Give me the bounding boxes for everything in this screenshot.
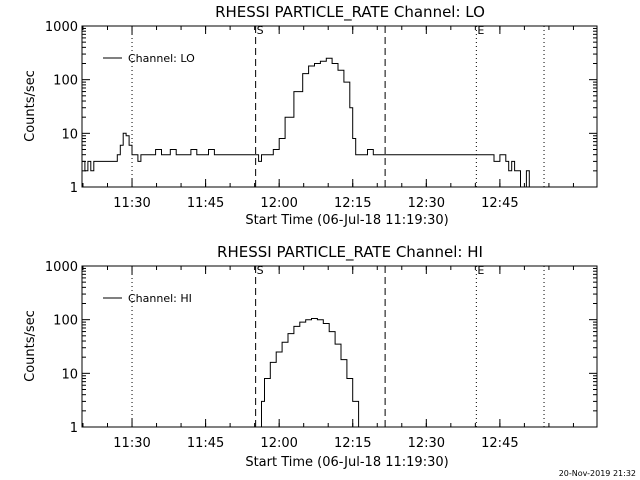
chart-panel-lo: RHESSI PARTICLE_RATE Channel: LO 1101001… bbox=[23, 3, 598, 228]
x-tick-label: 11:45 bbox=[187, 196, 224, 211]
event-marker-label: S bbox=[257, 264, 264, 277]
series-line bbox=[258, 318, 360, 428]
plot-frame bbox=[81, 265, 598, 428]
x-tick-label: 12:15 bbox=[334, 196, 371, 211]
x-tick-label: 12:00 bbox=[260, 436, 297, 451]
x-tick-label: 12:30 bbox=[408, 436, 445, 451]
x-tick-label: 12:45 bbox=[481, 196, 518, 211]
x-tick-label: 12:45 bbox=[481, 436, 518, 451]
chart-title: RHESSI PARTICLE_RATE Channel: HI bbox=[217, 243, 483, 262]
x-tick-label: 11:30 bbox=[113, 196, 150, 211]
y-tick-label: 100 bbox=[53, 314, 78, 329]
x-axis: 11:30 11:45 12:00 12:15 12:30 12:45 bbox=[82, 266, 574, 451]
y-tick-label: 10 bbox=[61, 127, 78, 142]
series-line bbox=[82, 57, 533, 188]
x-tick-label: 11:30 bbox=[113, 436, 150, 451]
legend-label: Channel: LO bbox=[128, 52, 195, 65]
y-tick-label: 100 bbox=[53, 74, 78, 89]
plot-area bbox=[258, 318, 360, 428]
chart-panel-hi: RHESSI PARTICLE_RATE Channel: HI 1101001… bbox=[23, 243, 598, 470]
legend: Channel: LO bbox=[103, 52, 195, 65]
legend-label: Channel: HI bbox=[128, 292, 192, 305]
legend: Channel: HI bbox=[103, 292, 192, 305]
event-marker-label: E bbox=[477, 264, 484, 277]
event-marker-label: S bbox=[257, 24, 264, 37]
plot-area bbox=[82, 57, 533, 188]
x-tick-label: 12:15 bbox=[334, 436, 371, 451]
chart-title: RHESSI PARTICLE_RATE Channel: LO bbox=[215, 3, 485, 22]
plot-frame bbox=[81, 25, 598, 188]
y-axis: 1 10 100 1000 bbox=[45, 260, 597, 436]
event-marker-label: E bbox=[477, 24, 484, 37]
y-tick-label: 1000 bbox=[45, 260, 78, 275]
y-tick-label: 1000 bbox=[45, 20, 78, 35]
footer-timestamp: 20-Nov-2019 21:32 bbox=[559, 469, 636, 478]
y-axis-label: Counts/sec bbox=[23, 70, 38, 142]
x-axis-label: Start Time (06-Jul-18 11:19:30) bbox=[245, 455, 448, 470]
x-axis-label: Start Time (06-Jul-18 11:19:30) bbox=[245, 213, 448, 228]
y-axis: 1 10 100 1000 bbox=[45, 20, 597, 196]
x-tick-label: 12:30 bbox=[408, 196, 445, 211]
x-tick-label: 11:45 bbox=[187, 436, 224, 451]
x-axis: 11:30 11:45 12:00 12:15 12:30 12:45 bbox=[82, 26, 574, 211]
x-tick-label: 12:00 bbox=[260, 196, 297, 211]
y-tick-label: 10 bbox=[61, 367, 78, 382]
y-tick-label: 1 bbox=[70, 421, 78, 436]
y-tick-label: 1 bbox=[70, 181, 78, 196]
y-axis-label: Counts/sec bbox=[23, 310, 38, 382]
